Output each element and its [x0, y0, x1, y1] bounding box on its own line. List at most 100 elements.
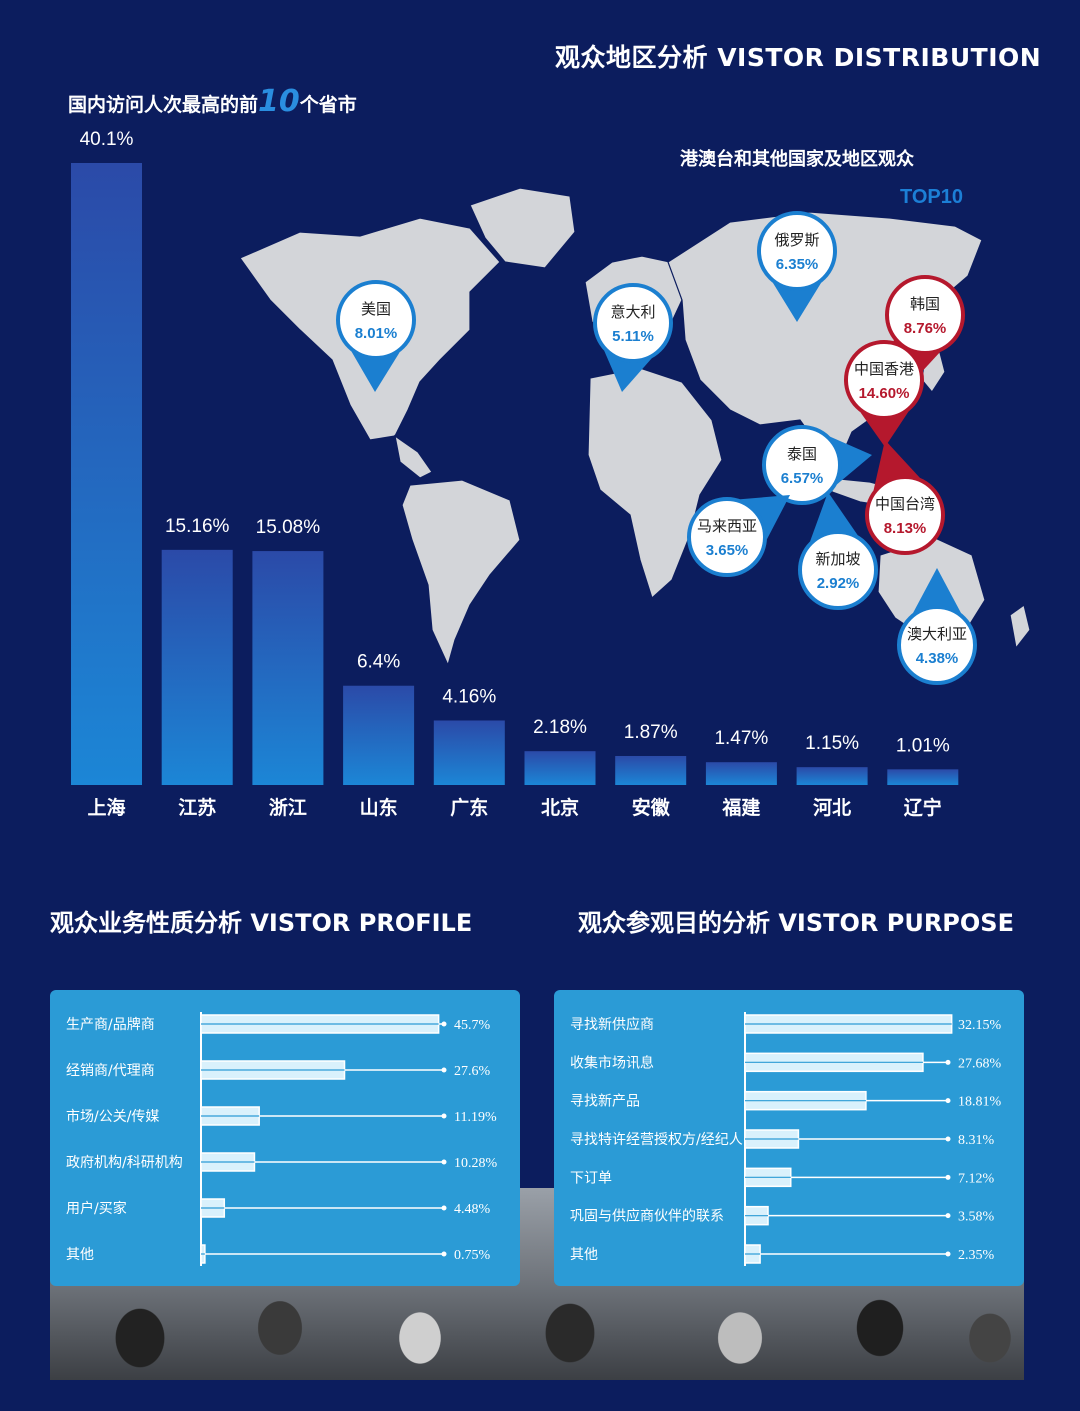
hbar-guide-dot: [945, 1136, 951, 1142]
hbar-guide-dot: [441, 1067, 447, 1073]
page-title: 观众地区分析 VISTOR DISTRIBUTION: [555, 43, 1042, 72]
hbar-category-label: 寻找新产品: [570, 1094, 640, 1110]
hbar-category-label: 寻找新供应商: [570, 1016, 654, 1033]
province-bar-chart: 40.1% 上海 15.16% 江苏 15.08% 浙江 6.4% 山东 4.16% 广东 2.18…: [71, 129, 959, 819]
hbar-value-label: 27.68%: [958, 1056, 1002, 1071]
map-marker-pointer: [773, 283, 821, 322]
hbar-category-label: 收集市场讯息: [570, 1054, 654, 1071]
purpose-panel: 寻找新供应商 32.15% 收集市场讯息 27.68% 寻找新产品 18.81% 寻找特许经…: [554, 990, 1024, 1286]
bar-4: [433, 720, 505, 785]
bar-category-label: 浙江: [269, 796, 307, 819]
bar-1: [161, 549, 233, 785]
hbar-value-label: 3.58%: [958, 1210, 995, 1225]
map-marker-pointer: [860, 411, 909, 447]
purpose-section-title: 观众参观目的分析 VISTOR PURPOSE: [578, 909, 1014, 937]
map-marker-name: 美国: [361, 300, 391, 318]
world-map: 美国 8.01% 意大利 5.11% 俄罗斯 6.35% 韩国 8.76% 中国香港 14.60%…: [239, 187, 1031, 685]
hbar-guide-dot: [441, 1251, 447, 1257]
hbar-category-label: 其他: [66, 1247, 94, 1263]
map-marker-name: 韩国: [910, 295, 940, 313]
map-marker-bubble: [897, 605, 977, 685]
map-marker-pointer: [810, 492, 858, 542]
hbar-value-label: 32.15%: [958, 1018, 1002, 1033]
map-marker-bubble: [336, 280, 416, 360]
map-marker-value: 2.92%: [817, 575, 860, 592]
map-marker-pointer: [740, 495, 790, 540]
hbar-category-label: 用户/买家: [66, 1200, 127, 1217]
bar-9: [887, 769, 959, 785]
map-marker-5: 泰国 6.57%: [762, 425, 872, 505]
profile-panel: 生产商/品牌商 45.7% 经销商/代理商 27.6% 市场/公关/传媒 11.19% 政府…: [50, 990, 520, 1286]
bar-value-label: 1.01%: [896, 735, 950, 756]
map-marker-7: 马来西亚 3.65%: [687, 495, 790, 577]
map-marker-bubble: [757, 211, 837, 291]
bar-title-prefix: 国内访问人次最高的前: [68, 94, 259, 116]
hbar-guide-dot: [945, 1213, 951, 1219]
hbar-category-label: 下订单: [570, 1170, 612, 1186]
map-marker-bubble: [844, 340, 924, 420]
map-marker-name: 中国香港: [854, 360, 914, 378]
map-marker-pointer: [351, 351, 400, 392]
bar-value-label: 1.47%: [714, 728, 768, 749]
bar-value-label: 1.15%: [805, 733, 859, 754]
map-marker-value: 6.35%: [776, 256, 819, 273]
map-marker-bubble: [798, 530, 878, 610]
purpose-bar-chart: 寻找新供应商 32.15% 收集市场讯息 27.68% 寻找新产品 18.81% 寻找特许经…: [570, 1012, 1002, 1266]
hbar-guide-dot: [945, 1174, 951, 1180]
map-marker-value: 6.57%: [781, 470, 824, 487]
bar-category-label: 广东: [450, 796, 488, 819]
hbar-guide-dot: [441, 1021, 447, 1027]
map-marker-name: 意大利: [610, 303, 655, 321]
hbar-category-label: 经销商/代理商: [66, 1063, 155, 1079]
bar-category-label: 北京: [541, 796, 579, 819]
map-marker-1: 意大利 5.11%: [593, 283, 673, 392]
hbar-value-label: 8.31%: [958, 1133, 995, 1148]
map-subtitle: 港澳台和其他国家及地区观众: [680, 149, 914, 170]
hbar-guide-dot: [945, 1251, 951, 1257]
map-marker-0: 美国 8.01%: [336, 280, 416, 392]
hbar-category-label: 生产商/品牌商: [66, 1016, 155, 1033]
hbar-value-label: 7.12%: [958, 1171, 995, 1186]
bar-6: [615, 755, 687, 785]
hbar-value-label: 0.75%: [454, 1248, 491, 1263]
hbar-guide-dot: [441, 1113, 447, 1119]
map-marker-8: 新加坡 2.92%: [798, 492, 878, 610]
bar-0: [71, 163, 142, 785]
hbar-guide-dot: [945, 1059, 951, 1065]
hbar-value-label: 18.81%: [958, 1095, 1002, 1110]
hbar-guide-dot: [945, 1098, 951, 1104]
bar-value-label: 40.1%: [80, 129, 134, 150]
bar-chart-title: 国内访问人次最高的前10个省市: [68, 84, 357, 119]
map-marker-6: 中国台湾 8.13%: [865, 440, 945, 555]
bar-value-label: 15.08%: [256, 517, 321, 538]
bar-category-label: 河北: [813, 797, 851, 819]
map-marker-name: 泰国: [787, 445, 817, 463]
hbar-category-label: 市场/公关/传媒: [66, 1108, 159, 1125]
map-marker-name: 中国台湾: [875, 495, 935, 513]
hbar-value-label: 10.28%: [454, 1156, 498, 1171]
map-marker-pointer: [913, 568, 961, 613]
hbar-category-label: 寻找特许经营授权方/经纪人: [570, 1132, 743, 1148]
profile-bar-chart: 生产商/品牌商 45.7% 经销商/代理商 27.6% 市场/公关/传媒 11.19% 政府…: [66, 1012, 498, 1266]
bar-value-label: 4.16%: [442, 686, 496, 707]
map-marker-bubble: [885, 275, 965, 355]
hbar-value-label: 27.6%: [454, 1064, 491, 1079]
hbar-value-label: 4.48%: [454, 1202, 491, 1217]
map-marker-value: 4.38%: [916, 650, 959, 667]
hbar-value-label: 2.35%: [958, 1248, 995, 1263]
bar-title-number: 10: [258, 84, 300, 119]
hbar-category-label: 其他: [570, 1247, 598, 1263]
map-marker-value: 8.76%: [904, 320, 947, 337]
hbar-category-label: 政府机构/科研机构: [66, 1155, 183, 1171]
bar-category-label: 山东: [360, 796, 398, 819]
bar-value-label: 6.4%: [357, 652, 400, 673]
landmass-greenland: [469, 187, 576, 269]
bar-value-label: 15.16%: [165, 516, 230, 537]
bar-category-label: 上海: [87, 796, 125, 819]
map-marker-bubble: [593, 283, 673, 363]
bar-category-label: 安徽: [632, 796, 671, 819]
map-marker-name: 澳大利亚: [907, 625, 967, 643]
map-marker-bubble: [687, 497, 767, 577]
hbar-value-label: 11.19%: [454, 1110, 497, 1125]
bar-title-suffix: 个省市: [299, 94, 357, 116]
